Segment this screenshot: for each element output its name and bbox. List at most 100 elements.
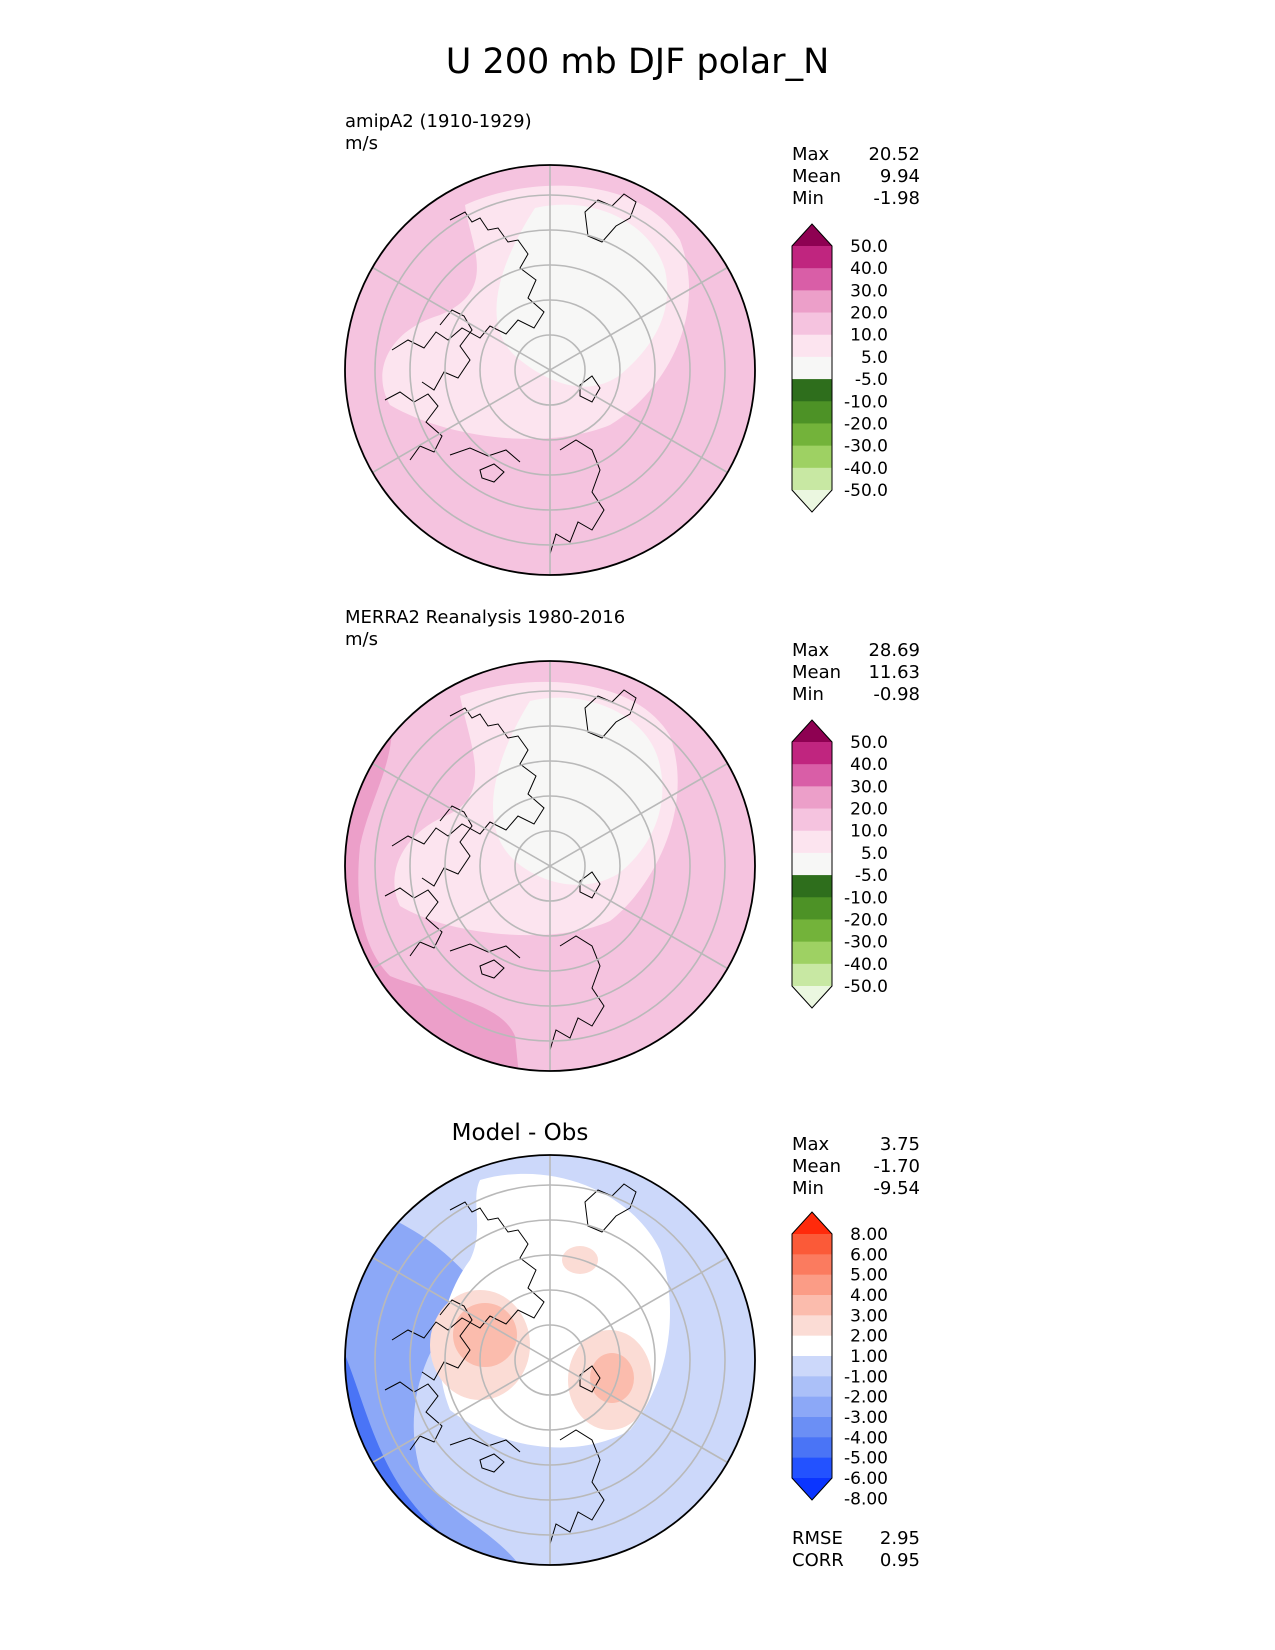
colorbar-tick-label: -20.0 xyxy=(844,910,888,930)
colorbar-segment xyxy=(792,1335,832,1357)
colorbar-segment xyxy=(792,334,832,358)
colorbar-segment xyxy=(792,1212,832,1234)
colorbar-tick-label: 5.0 xyxy=(861,348,888,368)
panel-model-stats: Max 20.52 Mean 9.94 Min -1.98 xyxy=(792,144,920,210)
colorbar-segment xyxy=(792,1417,832,1438)
colorbar-outline xyxy=(791,223,833,513)
colorbar-tick-label: 10.0 xyxy=(850,326,888,346)
colorbar-tick-label: 1.00 xyxy=(850,1347,888,1367)
colorbar-segment xyxy=(792,423,832,447)
stat-label: Mean xyxy=(792,1156,842,1177)
coastline xyxy=(449,943,521,959)
colorbar-segment xyxy=(792,941,832,965)
panel-obs-map xyxy=(344,660,756,1072)
colorbar-tick-label: -40.0 xyxy=(844,955,888,975)
stat-label: Max xyxy=(792,1134,830,1155)
colorbar-segment xyxy=(792,852,832,876)
colorbar-segment xyxy=(792,720,832,742)
coastline xyxy=(584,689,637,739)
coastline xyxy=(391,211,545,351)
colorbar-tick-label: 30.0 xyxy=(850,777,888,797)
stat-label: Mean xyxy=(792,166,842,187)
meridian xyxy=(372,762,728,970)
coastline xyxy=(584,193,637,243)
coastline xyxy=(384,887,443,957)
panel-diff-stats: Max 3.75 Mean -1.70 Min -9.54 xyxy=(792,1134,920,1200)
colorbar-segment xyxy=(792,1295,832,1316)
colorbar-segment xyxy=(792,312,832,336)
colorbar-segment xyxy=(792,356,832,380)
panel-model-title: amipA2 (1910-1929) m/s xyxy=(345,111,532,155)
colorbar-tick-label: 5.0 xyxy=(861,844,888,864)
colorbar-tick-label: -1.00 xyxy=(844,1367,888,1387)
colorbar-tick-label: -10.0 xyxy=(844,888,888,908)
panel-obs-units: m/s xyxy=(345,629,378,650)
stat-value: -9.54 xyxy=(873,1178,920,1199)
graticule xyxy=(372,1155,728,1565)
coastline xyxy=(579,375,601,403)
panel-model-map xyxy=(344,164,756,576)
metric-label: RMSE xyxy=(792,1528,843,1549)
colorbar-segments xyxy=(791,223,833,513)
stat-label: Max xyxy=(792,640,830,661)
colorbar-tick-label: 40.0 xyxy=(850,755,888,775)
coastline xyxy=(549,1429,605,1545)
colorbar-segment xyxy=(792,401,832,424)
colorbar-tick-label: -40.0 xyxy=(844,459,888,479)
coastlines xyxy=(384,689,637,1051)
colorbar-segment xyxy=(792,742,832,765)
coastline xyxy=(391,1201,545,1341)
colorbar-tick-label: 5.00 xyxy=(850,1266,888,1286)
colorbar-tick-label: 2.00 xyxy=(850,1327,888,1347)
colorbar-segment xyxy=(792,445,832,469)
colorbar-segment xyxy=(792,1274,832,1296)
coastline xyxy=(479,959,505,979)
stat-row: Max 28.69 xyxy=(792,640,920,662)
colorbar-tick-label: -5.0 xyxy=(855,866,888,886)
colorbar-tick-label: 4.00 xyxy=(850,1286,888,1306)
figure-title: U 200 mb DJF polar_N xyxy=(445,42,830,82)
colorbar-segment xyxy=(792,764,832,787)
stat-row: Min -9.54 xyxy=(792,1178,920,1200)
colorbar-tick-label: -8.00 xyxy=(844,1489,888,1509)
colorbar-segment xyxy=(792,875,832,898)
panel-obs-stats: Max 28.69 Mean 11.63 Min -0.98 xyxy=(792,640,920,706)
colorbar-tick-label: 3.00 xyxy=(850,1306,888,1326)
colorbar-labels: 50.040.030.0 20.010.05.0-5.0-10.0-20.0 -30… xyxy=(844,237,888,501)
colorbar-tick-label: -20.0 xyxy=(844,414,888,434)
colorbar-tick-label: -30.0 xyxy=(844,933,888,953)
metric-row: RMSE 2.95 xyxy=(792,1528,920,1550)
colorbar-segment xyxy=(792,467,832,491)
coastline xyxy=(384,1381,443,1451)
coastlines xyxy=(384,193,637,555)
meridian xyxy=(372,1256,728,1464)
colorbar-tick-label: -50.0 xyxy=(844,481,888,501)
stat-row: Mean -1.70 xyxy=(792,1156,920,1178)
colorbar-segment xyxy=(792,1437,832,1459)
colorbar-segment xyxy=(792,1315,832,1337)
stat-value: -0.98 xyxy=(873,684,920,705)
colorbar-tick-label: 8.00 xyxy=(850,1225,888,1245)
colorbar-outline xyxy=(791,719,833,1009)
stat-label: Min xyxy=(792,188,824,209)
coastline xyxy=(449,1437,521,1453)
colorbar-segment xyxy=(792,268,832,291)
coastline xyxy=(579,871,601,899)
colorbar-tick-label: 50.0 xyxy=(850,237,888,257)
metric-row: CORR 0.95 xyxy=(792,1550,920,1572)
colorbar-segment xyxy=(792,246,832,269)
colorbar-segment xyxy=(792,830,832,854)
panel-obs-name: MERRA2 Reanalysis 1980-2016 xyxy=(345,607,626,628)
stat-row: Min -1.98 xyxy=(792,188,920,210)
colorbar-tick-label: -5.00 xyxy=(844,1449,888,1469)
stat-label: Min xyxy=(792,684,824,705)
panel-model-colorbar: 50.040.030.0 20.010.05.0-5.0-10.0-20.0 -30… xyxy=(791,223,888,513)
graticule xyxy=(372,165,728,575)
graticule xyxy=(372,661,728,1071)
metric-value: 0.95 xyxy=(879,1550,920,1571)
map-boundary xyxy=(344,1154,756,1566)
map-boundary xyxy=(344,660,756,1072)
contour-fill xyxy=(496,204,668,387)
coastline xyxy=(421,309,473,391)
panel-diff-map xyxy=(344,1154,756,1566)
